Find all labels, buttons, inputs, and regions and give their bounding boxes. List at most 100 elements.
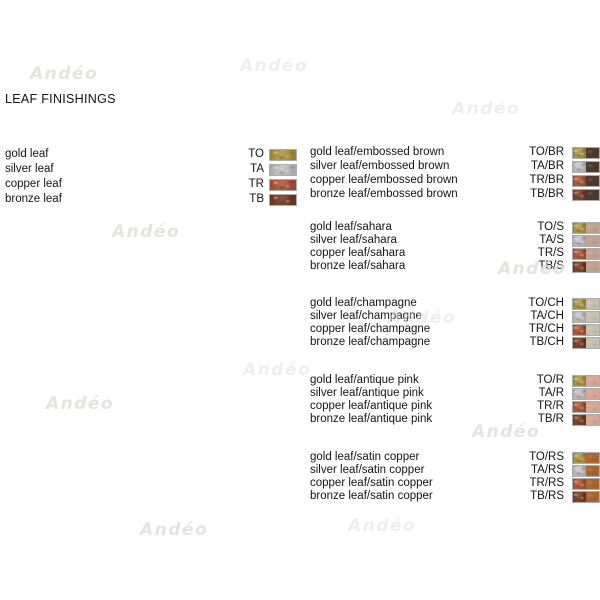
andeo-watermark: Andéo bbox=[112, 222, 181, 242]
andeo-watermark: Andéo bbox=[140, 520, 209, 540]
finish-code: TO bbox=[248, 148, 264, 160]
finish-code: TR/S bbox=[537, 247, 564, 259]
finish-code: TA/CH bbox=[530, 310, 564, 322]
swatch-bronze-embossed-brown bbox=[572, 188, 600, 201]
list-item: copper leaf/champagne TR/CH bbox=[310, 323, 600, 336]
finish-label: silver leaf/champagne bbox=[310, 310, 422, 322]
combo-group-satin-copper: gold leaf/satin copper TO/RS silver leaf… bbox=[310, 451, 600, 503]
list-item: copper leaf/antique pink TR/R bbox=[310, 400, 600, 413]
list-item-copper-leaf: copper leaf TR bbox=[5, 178, 297, 193]
base-finishes-list: gold leaf TO silver leaf TA copper leaf … bbox=[5, 148, 297, 208]
list-item: copper leaf/sahara TR/S bbox=[310, 247, 600, 260]
swatch-gold-satin-copper bbox=[572, 451, 600, 464]
finish-label: copper leaf/champagne bbox=[310, 323, 431, 335]
finish-label: bronze leaf/champagne bbox=[310, 336, 431, 348]
andeo-watermark: Andéo bbox=[30, 64, 99, 84]
swatch-copper-satin-copper bbox=[572, 477, 600, 490]
swatch-copper-champagne bbox=[572, 323, 600, 336]
finish-code: TR/CH bbox=[528, 323, 564, 335]
swatch-gold-antique-pink bbox=[572, 374, 600, 387]
list-item: copper leaf/satin copper TR/RS bbox=[310, 477, 600, 490]
swatch-gold-embossed-brown bbox=[572, 146, 600, 159]
swatch-copper-sahara bbox=[572, 247, 600, 260]
finish-label: silver leaf/satin copper bbox=[310, 464, 425, 476]
swatch-silver-satin-copper bbox=[572, 464, 600, 477]
list-item: bronze leaf/antique pink TB/R bbox=[310, 413, 600, 426]
finish-label: copper leaf bbox=[5, 178, 62, 190]
list-item: silver leaf/champagne TA/CH bbox=[310, 310, 600, 323]
swatch-silver-leaf bbox=[269, 163, 297, 176]
finish-code: TB/BR bbox=[530, 188, 564, 200]
combo-group-embossed-brown: gold leaf/embossed brown TO/BR silver le… bbox=[310, 146, 600, 202]
finish-label: gold leaf/satin copper bbox=[310, 451, 420, 463]
combo-group-champagne: gold leaf/champagne TO/CH silver leaf/ch… bbox=[310, 297, 600, 349]
finish-code: TR/R bbox=[537, 400, 564, 412]
finish-code: TO/RS bbox=[529, 451, 564, 463]
list-item-gold-leaf: gold leaf TO bbox=[5, 148, 297, 163]
finish-code: TA/RS bbox=[530, 464, 564, 476]
finish-label: bronze leaf/antique pink bbox=[310, 413, 433, 425]
finish-code: TB/RS bbox=[530, 490, 564, 502]
swatch-silver-antique-pink bbox=[572, 387, 600, 400]
finish-code: TO/R bbox=[536, 374, 564, 386]
finish-label: silver leaf/sahara bbox=[310, 234, 397, 246]
list-item: copper leaf/embossed brown TR/BR bbox=[310, 174, 600, 188]
list-item: bronze leaf/sahara TB/S bbox=[310, 260, 600, 273]
finish-label: silver leaf/antique pink bbox=[310, 387, 424, 399]
list-item: bronze leaf/champagne TB/CH bbox=[310, 336, 600, 349]
finish-label: silver leaf bbox=[5, 163, 54, 175]
list-item-bronze-leaf: bronze leaf TB bbox=[5, 193, 297, 208]
finish-label: bronze leaf/satin copper bbox=[310, 490, 433, 502]
finish-code: TR/RS bbox=[529, 477, 565, 489]
swatch-silver-champagne bbox=[572, 310, 600, 323]
finish-label: gold leaf/embossed brown bbox=[310, 146, 445, 158]
andeo-watermark: Andéo bbox=[46, 394, 115, 414]
finish-label: bronze leaf bbox=[5, 193, 62, 205]
swatch-copper-antique-pink bbox=[572, 400, 600, 413]
finish-code: TA bbox=[250, 163, 264, 175]
finish-label: gold leaf/champagne bbox=[310, 297, 417, 309]
andeo-watermark: Andéo bbox=[240, 56, 309, 76]
finish-code: TA/BR bbox=[530, 160, 564, 172]
finish-code: TO/BR bbox=[529, 146, 564, 158]
swatch-bronze-sahara bbox=[572, 260, 600, 273]
list-item: bronze leaf/satin copper TB/RS bbox=[310, 490, 600, 503]
finish-code: TA/R bbox=[538, 387, 564, 399]
combo-group-sahara: gold leaf/sahara TO/S silver leaf/sahara… bbox=[310, 221, 600, 273]
list-item: bronze leaf/embossed brown TB/BR bbox=[310, 188, 600, 202]
swatch-bronze-satin-copper bbox=[572, 490, 600, 503]
finish-label: gold leaf bbox=[5, 148, 49, 160]
list-item: silver leaf/satin copper TA/RS bbox=[310, 464, 600, 477]
finish-label: copper leaf/sahara bbox=[310, 247, 406, 259]
andeo-watermark: Andéo bbox=[243, 360, 312, 380]
swatch-bronze-leaf bbox=[269, 193, 297, 206]
finish-code: TB/CH bbox=[529, 336, 565, 348]
list-item: gold leaf/antique pink TO/R bbox=[310, 374, 600, 387]
page-title: LEAF FINISHINGS bbox=[5, 92, 116, 106]
finish-label: copper leaf/antique pink bbox=[310, 400, 433, 412]
finish-label: gold leaf/sahara bbox=[310, 221, 392, 233]
swatch-copper-leaf bbox=[269, 178, 297, 191]
list-item: silver leaf/sahara TA/S bbox=[310, 234, 600, 247]
list-item: gold leaf/champagne TO/CH bbox=[310, 297, 600, 310]
swatch-silver-embossed-brown bbox=[572, 160, 600, 173]
finish-label: copper leaf/satin copper bbox=[310, 477, 433, 489]
swatch-copper-embossed-brown bbox=[572, 174, 600, 187]
finish-label: bronze leaf/embossed brown bbox=[310, 188, 458, 200]
finish-code: TB/R bbox=[537, 413, 564, 425]
finish-label: bronze leaf/sahara bbox=[310, 260, 406, 272]
swatch-bronze-antique-pink bbox=[572, 413, 600, 426]
andeo-watermark: Andéo bbox=[452, 99, 521, 119]
finish-code: TR/BR bbox=[529, 174, 565, 186]
finish-code: TR bbox=[248, 178, 264, 190]
finish-code: TB/S bbox=[538, 260, 564, 272]
finish-code: TA/S bbox=[539, 234, 564, 246]
swatch-silver-sahara bbox=[572, 234, 600, 247]
list-item: gold leaf/sahara TO/S bbox=[310, 221, 600, 234]
finish-label: silver leaf/embossed brown bbox=[310, 160, 450, 172]
finish-label: copper leaf/embossed brown bbox=[310, 174, 458, 186]
andeo-watermark: Andéo bbox=[348, 516, 417, 536]
list-item: gold leaf/satin copper TO/RS bbox=[310, 451, 600, 464]
finish-code: TO/CH bbox=[528, 297, 564, 309]
